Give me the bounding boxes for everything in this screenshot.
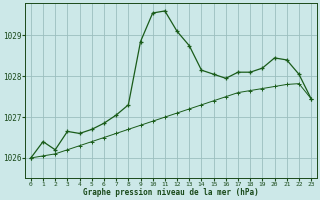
X-axis label: Graphe pression niveau de la mer (hPa): Graphe pression niveau de la mer (hPa) <box>83 188 259 197</box>
